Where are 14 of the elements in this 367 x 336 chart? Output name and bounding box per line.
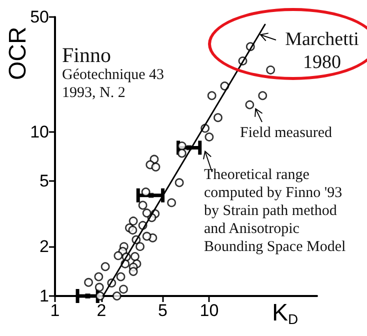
y-tick-label: 5 xyxy=(40,172,49,191)
annotation: Géotechnique 43 1993, N. 2 xyxy=(62,67,164,101)
annotation: Finno xyxy=(62,43,112,67)
x-tick-label: 10 xyxy=(200,301,219,320)
y-tick-label: 2 xyxy=(40,237,49,256)
annotation: Field measured xyxy=(240,125,333,141)
y-axis-title: OCR xyxy=(4,26,32,80)
x-tick-label: 2 xyxy=(96,301,106,320)
y-tick-label: 1 xyxy=(40,286,49,306)
y-tick-label: 50 xyxy=(30,8,49,26)
annotation: Theoretical range computed by Finno '93 by Strain path method and Anisotropic Bounding Space Model xyxy=(204,167,346,255)
x-tick-label: 5 xyxy=(158,301,168,320)
y-tick-label: 10 xyxy=(30,122,49,142)
annotation: Marchetti 1980 xyxy=(285,29,359,73)
